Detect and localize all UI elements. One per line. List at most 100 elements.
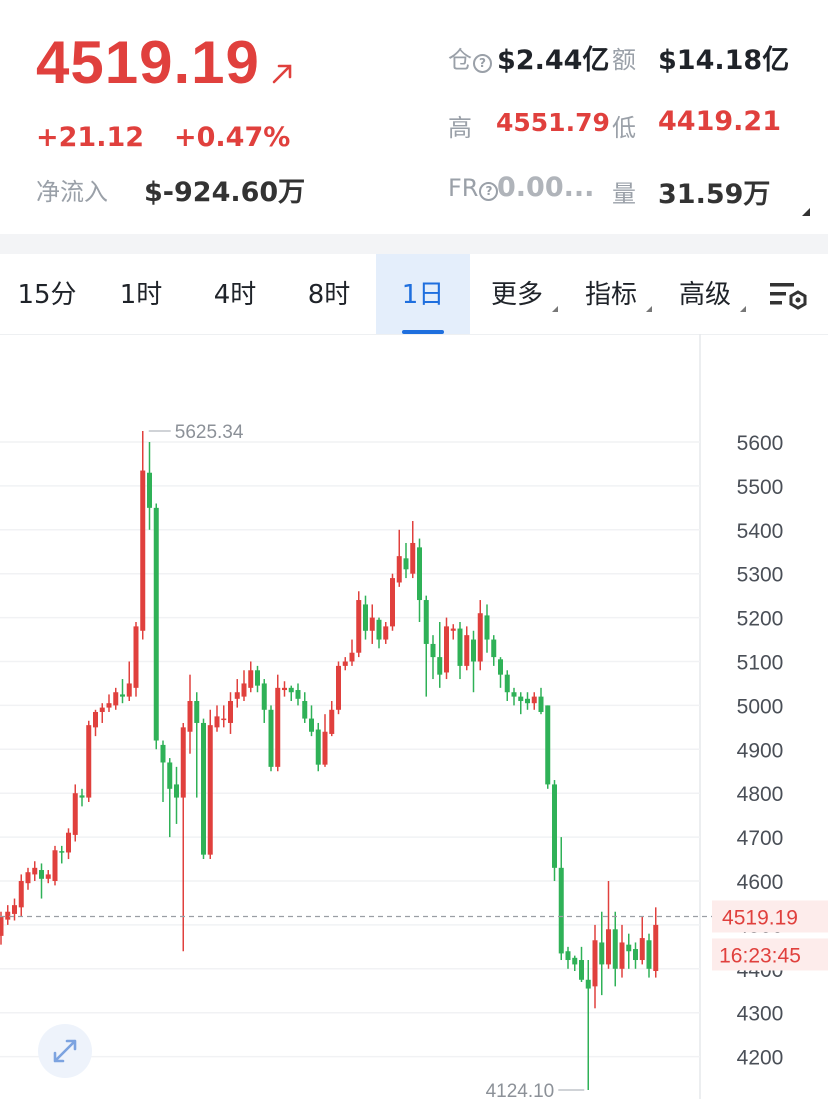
candle-body — [282, 687, 287, 691]
candle-body — [538, 696, 544, 712]
candlestick-chart[interactable]: 5600 5500 5400 5300 5200 5100 5000 4900 4800 4700… — [0, 334, 828, 1099]
candle-body — [525, 698, 530, 704]
section-divider — [0, 234, 828, 254]
candle-body — [592, 940, 598, 987]
candle-body — [59, 851, 65, 853]
candle-body — [336, 665, 341, 710]
chart-settings-icon[interactable] — [768, 280, 810, 312]
low-label: 低 — [612, 114, 636, 142]
candle-body — [79, 795, 85, 798]
y-tick-label: 5600 — [737, 432, 784, 455]
tab-advanced[interactable]: 高级 — [658, 254, 752, 334]
candle-body — [363, 604, 368, 631]
y-tick-label: 5300 — [737, 564, 784, 587]
candle-body — [201, 722, 206, 855]
tab-1d[interactable]: 1日 — [376, 254, 470, 334]
candle-body — [633, 949, 638, 961]
candle-body — [113, 692, 119, 706]
tab-1h[interactable]: 1时 — [94, 254, 188, 334]
candle-body — [356, 600, 362, 653]
open-interest-label: 仓 — [448, 46, 472, 74]
help-circle-icon[interactable]: ? — [479, 182, 499, 201]
candle-body — [565, 951, 571, 961]
candle-body — [255, 670, 260, 686]
candle-body — [572, 957, 578, 965]
candle-body — [302, 701, 308, 719]
candle-body — [133, 626, 139, 688]
candle-body — [228, 701, 233, 723]
tab-label: 8时 — [307, 280, 351, 310]
candle-body — [288, 687, 294, 693]
candle-body — [585, 979, 591, 989]
candle-body — [126, 683, 132, 697]
current-price-tag — [712, 900, 828, 933]
candle-body — [396, 556, 402, 583]
candle-body — [390, 578, 395, 627]
candle-body — [315, 729, 321, 765]
candle-body — [579, 960, 584, 980]
candle-body — [329, 709, 335, 734]
candle-body — [471, 639, 476, 662]
collapse-toggle-icon[interactable] — [802, 208, 810, 216]
candle-body — [194, 701, 200, 723]
price-change: +21.12 — [36, 122, 145, 153]
open-interest-value: $2.44亿 — [497, 45, 610, 76]
candle-body — [369, 617, 375, 631]
candle-body — [187, 701, 193, 732]
candle-body — [275, 687, 281, 767]
candle-body — [221, 718, 227, 721]
expand-icon — [53, 1039, 77, 1063]
net-inflow-value: $-924.60万 — [144, 177, 306, 208]
candle-body — [531, 696, 537, 704]
candle-body — [153, 507, 159, 741]
tab-15m[interactable]: 15分 — [0, 254, 94, 334]
candle-body — [599, 942, 605, 965]
candle-body — [322, 731, 328, 765]
dropdown-corner-icon — [552, 306, 558, 312]
active-tab-indicator — [402, 330, 444, 334]
volume-label: 量 — [612, 180, 636, 208]
low-annotation: 4124.10 — [486, 1081, 555, 1099]
expand-button[interactable] — [38, 1024, 92, 1078]
candle-body — [423, 600, 429, 644]
amount-label: 额 — [612, 46, 636, 74]
candle-body — [552, 784, 557, 868]
candle-body — [295, 690, 301, 699]
tab-8h[interactable]: 8时 — [282, 254, 376, 334]
candle-body — [376, 619, 382, 640]
candle-body — [160, 744, 166, 763]
tab-indicators[interactable]: 指标 — [564, 254, 658, 334]
candle-body — [207, 725, 213, 855]
candle-body — [450, 628, 456, 631]
countdown-tag — [712, 938, 828, 971]
candle-body — [86, 725, 92, 798]
candle-body — [106, 703, 112, 708]
candle-body — [444, 626, 449, 673]
candle-body — [12, 905, 17, 914]
y-tick-label: 4200 — [737, 1047, 784, 1070]
candle-body — [545, 705, 551, 785]
candle-body — [558, 867, 564, 954]
candle-body — [248, 670, 254, 688]
low-value: 4419.21 — [658, 106, 781, 137]
candle-body — [457, 628, 463, 666]
candle-body — [268, 709, 274, 767]
tab-4h[interactable]: 4时 — [188, 254, 282, 334]
candle-body — [32, 867, 38, 875]
candle-body — [72, 793, 78, 835]
candle-body — [511, 692, 517, 697]
y-tick-label: 5200 — [737, 608, 784, 631]
candle-body — [619, 942, 625, 969]
tab-label: 15分 — [17, 280, 77, 310]
tab-more[interactable]: 更多 — [470, 254, 564, 334]
candle-body — [241, 683, 247, 697]
candle-body — [99, 707, 105, 712]
candle-body — [491, 639, 497, 658]
candle-body — [349, 652, 355, 662]
y-tick-label: 5500 — [737, 476, 784, 499]
candle-body — [417, 547, 422, 601]
candle-body — [606, 929, 611, 965]
candle-body — [45, 874, 51, 879]
countdown-label: 16:23:45 — [719, 944, 801, 967]
help-circle-icon[interactable]: ? — [473, 54, 492, 73]
